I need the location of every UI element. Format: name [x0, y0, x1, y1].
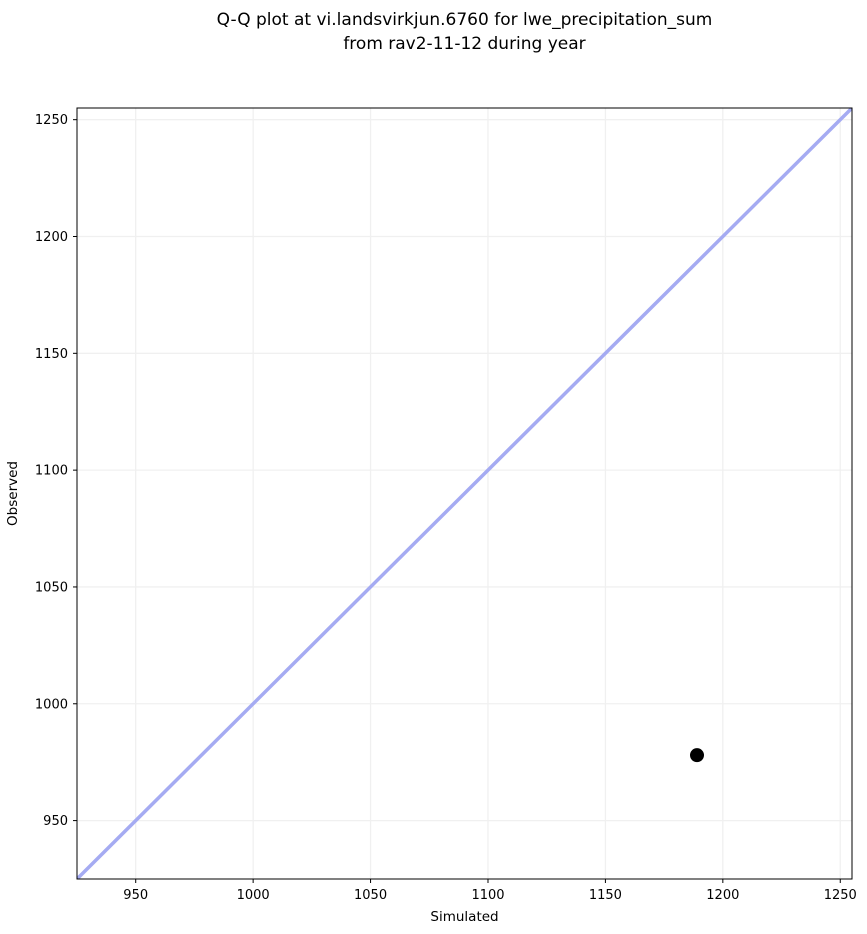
y-axis-label: Observed [5, 461, 21, 526]
x-tick-label: 1150 [589, 888, 622, 903]
x-tick-label: 1250 [824, 888, 857, 903]
y-tick-label: 1200 [35, 230, 68, 245]
y-tick-label: 1050 [35, 580, 68, 595]
y-tick-label: 1150 [35, 347, 68, 362]
x-tick-label: 1100 [471, 888, 504, 903]
data-point [690, 748, 704, 763]
x-tick-label: 950 [123, 888, 148, 903]
x-tick-label: 1000 [237, 888, 270, 903]
y-tick-label: 950 [43, 814, 68, 829]
y-tick-label: 1000 [35, 697, 68, 712]
x-axis-label: Simulated [430, 909, 498, 925]
x-tick-label: 1200 [706, 888, 739, 903]
chart-title: Q-Q plot at vi.landsvirkjun.6760 for lwe… [216, 10, 713, 54]
identity-reference-line [77, 108, 852, 879]
plot-border [76, 107, 853, 880]
y-tick-label: 1100 [35, 464, 68, 479]
y-tick-label: 1250 [35, 113, 68, 128]
x-tick-label: 1050 [354, 888, 387, 903]
